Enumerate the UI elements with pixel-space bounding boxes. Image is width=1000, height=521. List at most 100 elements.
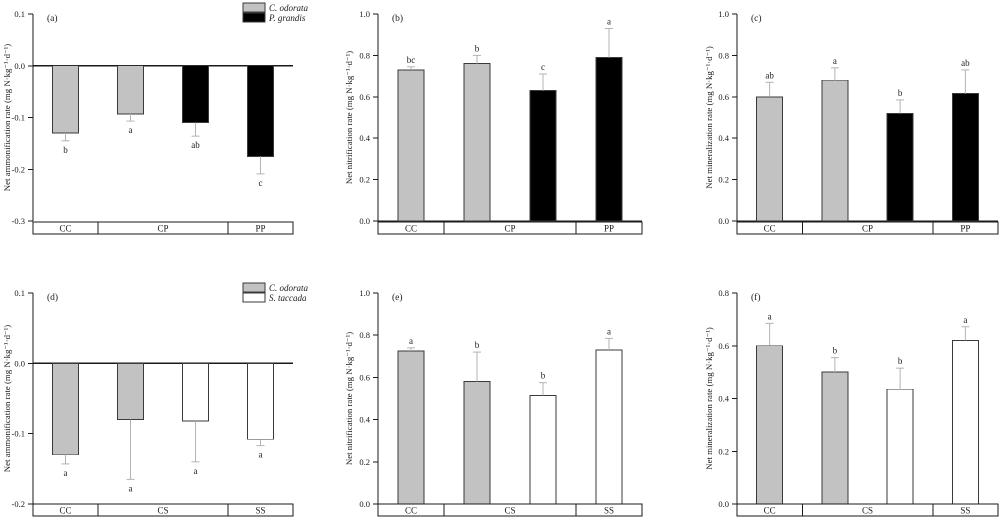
legend-swatch: [242, 292, 266, 303]
bar-CP-2: [182, 65, 209, 124]
y-tick-label: 0.0: [14, 61, 25, 71]
y-tick-label: 0.2: [718, 446, 729, 456]
bar-CP-1: [463, 63, 491, 222]
category-label: PP: [960, 224, 970, 234]
y-tick-label: 0.0: [718, 499, 729, 509]
y-tick-label: 0.8: [718, 50, 729, 60]
legend-swatch: [242, 2, 266, 13]
y-axis-title: Net nitrification rate (mg N·kg⁻¹·d⁻¹): [344, 332, 354, 465]
chart-panel-b-svg: 1.0 0.8 0.6 0.4 0.2 0.0 Net nitrification rate…: [344, 9, 643, 235]
bar-SS-3: [247, 362, 274, 440]
sig-letter: a: [963, 315, 967, 325]
panel-b: 1.0 0.8 0.6 0.4 0.2 0.0 Net nitrification rate…: [340, 0, 680, 260]
y-tick-label: 0.8: [718, 288, 729, 298]
sig-letter: a: [833, 56, 837, 66]
y-tick-label: 0.2: [359, 457, 370, 467]
category-box-SS: [227, 503, 294, 517]
bar-CP-1: [117, 65, 144, 115]
bar-CS-1: [117, 362, 144, 421]
bar-PP-3: [595, 57, 623, 222]
y-tick-label: 0.4: [359, 133, 370, 143]
panel-label: (c): [751, 13, 762, 24]
sig-letter: a: [607, 326, 611, 336]
bar-PP-3: [247, 65, 274, 157]
y-tick-label: 1.0: [359, 288, 370, 298]
chart-panel-e-svg: 1.0 0.8 0.6 0.4 0.2 0.0 Net nitrification rate…: [344, 288, 643, 517]
y-tick-label: 0.6: [718, 92, 729, 102]
chart-panel-c-svg: 1.0 0.8 0.6 0.4 0.2 0.0 Net mineralization rat…: [704, 9, 999, 235]
bar-CC-0: [397, 69, 425, 222]
bar-SS-3: [595, 349, 623, 505]
y-axis-title: Net ammonification rate (mg N·kg⁻¹·d⁻¹): [2, 325, 12, 473]
panel-a: 0.1 0.0 -0.1 -0.2 -0.3 Net ammonification rat…: [0, 0, 340, 260]
category-box-PP: [932, 221, 999, 235]
category-box-PP: [575, 221, 643, 235]
panel-label: (b): [392, 13, 403, 24]
category-label: CS: [504, 506, 515, 516]
bar-SS-3: [951, 340, 979, 505]
y-tick-label: 0.2: [718, 175, 729, 185]
category-label: CP: [157, 224, 168, 234]
panel-label: (d): [47, 292, 58, 303]
category-label: CC: [59, 506, 71, 516]
sig-letter: b: [833, 346, 838, 356]
panel-d: 0.1 0.0 -0.1 -0.2 Net ammonification rate (m…: [0, 260, 340, 521]
y-axis-title: Net ammonification rate (mg N·kg⁻¹·d⁻¹): [2, 44, 12, 192]
y-tick-label: 0.1: [14, 9, 25, 19]
chart-panel-f-svg: 0.8 0.6 0.4 0.2 0.0 Net mineralization rate (…: [704, 288, 999, 517]
sig-letter: b: [541, 371, 546, 381]
y-tick-label: 1.0: [718, 9, 729, 19]
y-tick-label: 0.0: [14, 358, 25, 368]
y-axis-title: Net mineralization rate (mg N·kg⁻¹·d⁻¹): [704, 327, 714, 470]
bar-CC-0: [52, 65, 79, 134]
y-tick-label: 0.8: [359, 50, 370, 60]
legend-label: P. grandis: [268, 13, 306, 23]
sig-letter: ab: [961, 58, 970, 68]
category-label: CP: [504, 224, 515, 234]
y-tick-label: 0.4: [718, 133, 729, 143]
bar-CS-2: [182, 362, 209, 422]
y-tick-label: -0.1: [12, 113, 25, 123]
y-tick-label: 0.0: [359, 216, 370, 226]
bar-CC-0: [756, 96, 784, 222]
y-tick-label: 0.0: [718, 216, 729, 226]
sig-letter: a: [64, 468, 68, 478]
category-label: CC: [59, 224, 71, 234]
y-tick-label: -0.1: [12, 429, 25, 439]
sig-letter: a: [607, 16, 611, 26]
chart-panel-d-svg: 0.1 0.0 -0.1 -0.2 Net ammonification rate (m…: [2, 282, 309, 517]
panel-f: 0.8 0.6 0.4 0.2 0.0 Net mineralization rate (…: [680, 260, 1000, 521]
y-axis-title: Net mineralization rate (mg N·kg⁻¹·d⁻¹): [704, 46, 714, 189]
category-label: CC: [405, 506, 417, 516]
category-label: CS: [157, 506, 168, 516]
category-label: CC: [764, 506, 776, 516]
category-box-PP: [227, 221, 294, 235]
panel-c: 1.0 0.8 0.6 0.4 0.2 0.0 Net mineralization rat…: [680, 0, 1000, 260]
sig-letter: ab: [191, 140, 200, 150]
y-tick-label: 0.6: [359, 372, 370, 382]
y-tick-label: 0.4: [718, 394, 729, 404]
bar-CP-2: [886, 112, 914, 222]
chart-panel-a-svg: 0.1 0.0 -0.1 -0.2 -0.3 Net ammonification rat…: [2, 2, 309, 235]
y-tick-label: 1.0: [359, 9, 370, 19]
bar-CS-2: [529, 394, 557, 505]
bar-CC-0: [52, 362, 79, 456]
category-label: CC: [764, 224, 776, 234]
sig-letter: c: [541, 62, 545, 72]
y-tick-label: 0.8: [359, 330, 370, 340]
bar-PP-3: [951, 93, 979, 222]
y-tick-label: 0.1: [14, 288, 25, 298]
y-tick-label: 0.6: [359, 92, 370, 102]
y-tick-label: -0.3: [12, 216, 25, 226]
y-tick-label: 0.4: [359, 415, 370, 425]
panel-label: (a): [47, 13, 58, 24]
sig-letter: b: [475, 340, 480, 350]
y-axis-title: Net nitrification rate (mg N·kg⁻¹·d⁻¹): [344, 51, 354, 184]
bar-CC-0: [756, 345, 784, 505]
y-tick-label: 0.6: [718, 341, 729, 351]
legend-label: S. taccada: [269, 293, 307, 303]
sig-letter: a: [259, 450, 263, 460]
y-tick-label: -0.2: [12, 164, 25, 174]
category-label: PP: [604, 224, 614, 234]
